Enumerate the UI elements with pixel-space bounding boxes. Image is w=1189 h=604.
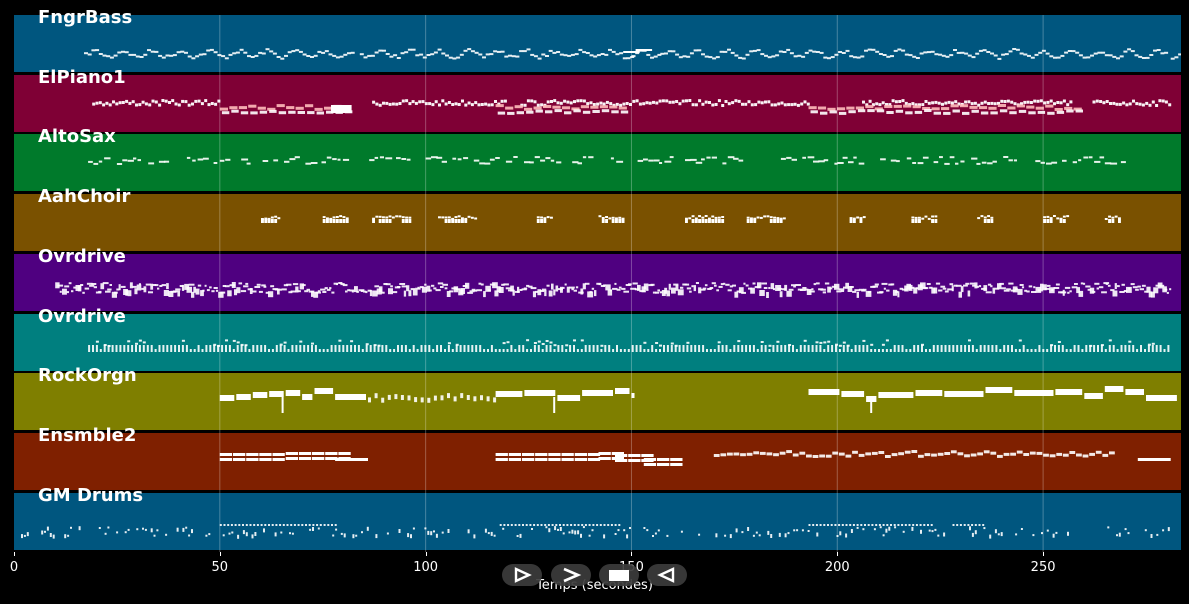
- rewind-button[interactable]: [647, 564, 687, 586]
- track-name: RockOrgn: [38, 365, 137, 387]
- note-events: [88, 338, 1170, 352]
- tick-label: 100: [413, 560, 439, 575]
- note-events: [219, 449, 1171, 466]
- piano-roll-tracks: FngrBass ElPiano1 AltoSax AahChoir Ovrdrive O…: [14, 7, 1181, 552]
- track-name: AltoSax: [38, 126, 116, 148]
- track-row: GM Drums: [14, 485, 1181, 550]
- note-events: [261, 215, 1121, 224]
- tick-mark: [631, 552, 633, 556]
- track-row: Ensmble2: [14, 425, 1181, 490]
- play-icon: [563, 567, 582, 583]
- stop-icon: [609, 570, 629, 581]
- track-row: AahChoir: [14, 186, 1181, 252]
- note-events: [92, 98, 1172, 115]
- track-name: AahChoir: [38, 186, 131, 208]
- track-name: FngrBass: [38, 7, 133, 28]
- note-events: [84, 48, 1181, 60]
- tick-label: 200: [824, 560, 850, 575]
- tick-label: 250: [1030, 560, 1056, 575]
- tick-mark: [425, 552, 427, 556]
- tick-label: 50: [211, 560, 229, 575]
- x-axis: 050100150200250: [10, 552, 1181, 592]
- track-name: GM Drums: [38, 484, 144, 506]
- tick-mark: [837, 552, 839, 556]
- track-row: FngrBass: [14, 7, 1181, 72]
- tick-mark: [219, 552, 221, 556]
- track-name: ElPiano1: [38, 66, 126, 88]
- x-axis-label: Temps (secondes): [536, 578, 653, 593]
- note-events: [55, 281, 1172, 298]
- play-button[interactable]: [551, 564, 591, 586]
- note-events: [219, 386, 1177, 414]
- rewind-icon: [657, 567, 675, 583]
- track-row: ElPiano1: [14, 67, 1181, 132]
- tick-mark: [14, 552, 15, 556]
- play-outline-icon: [514, 567, 532, 583]
- track-name: Ovrdrive: [38, 245, 126, 267]
- track-row: Ovrdrive: [14, 246, 1181, 311]
- tick-label: 0: [9, 560, 19, 575]
- tick-mark: [1043, 552, 1045, 556]
- track-row: RockOrgn: [14, 365, 1181, 431]
- track-row: Ovrdrive: [14, 306, 1181, 371]
- play-outline-button[interactable]: [502, 564, 542, 586]
- stop-button[interactable]: [599, 564, 639, 586]
- track-name: Ovrdrive: [38, 305, 126, 327]
- note-events: [88, 156, 1126, 166]
- track-row: AltoSax: [14, 126, 1181, 192]
- track-name: Ensmble2: [38, 424, 137, 446]
- note-events: [21, 523, 1170, 539]
